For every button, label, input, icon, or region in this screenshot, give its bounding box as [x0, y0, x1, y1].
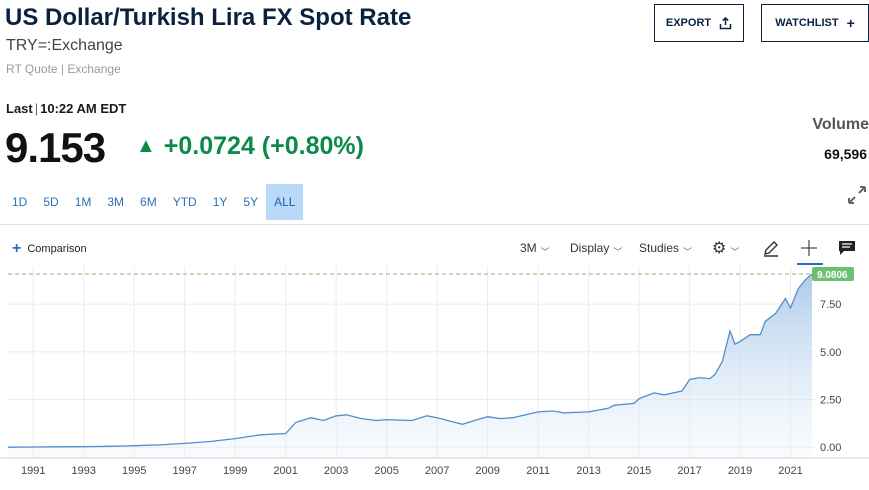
chevron-down-icon: ﹀	[683, 246, 693, 257]
volume-label: Volume	[812, 116, 869, 133]
export-button-label: EXPORT	[665, 17, 712, 29]
share-icon	[719, 16, 732, 29]
x-tick-label: 2005	[374, 465, 398, 477]
x-tick-label: 1995	[122, 465, 146, 477]
range-6m[interactable]: 6M	[140, 195, 157, 209]
page-title: US Dollar/Turkish Lira FX Spot Rate	[5, 4, 412, 31]
range-5y[interactable]: 5Y	[243, 195, 259, 209]
x-tick-label: 1997	[172, 465, 196, 477]
symbol-label: TRY=:Exchange	[6, 37, 123, 54]
watchlist-button-label: WATCHLIST	[775, 17, 839, 29]
quote-type-label: RT Quote | Exchange	[6, 62, 121, 76]
chevron-down-icon: ﹀	[613, 246, 623, 257]
chevron-down-icon: ﹀	[730, 246, 740, 257]
y-tick-label: 2.50	[820, 395, 841, 407]
x-tick-label: 2017	[677, 465, 701, 477]
display-dropdown[interactable]: Display ﹀	[570, 236, 622, 260]
plus-icon: +	[846, 15, 855, 31]
draw-button[interactable]	[762, 236, 780, 260]
price-line	[7, 273, 813, 448]
comment-button[interactable]	[838, 236, 856, 260]
crosshair-icon	[801, 240, 817, 256]
settings-dropdown[interactable]: ⚙ ﹀	[712, 236, 739, 260]
x-tick-label: 2001	[273, 465, 297, 477]
range-1m[interactable]: 1M	[74, 195, 92, 209]
price-chart[interactable]: 1991 1993 1995 1997 1999 2001 2003 2005 2007 2009…	[0, 262, 869, 490]
x-tick-label: 2011	[526, 465, 550, 477]
range-5d[interactable]: 5D	[43, 195, 59, 209]
range-1y[interactable]: 1Y	[212, 195, 228, 209]
pencil-icon	[764, 241, 778, 257]
divider	[0, 224, 869, 225]
y-tick-label: 5.00	[820, 347, 841, 359]
range-3m[interactable]: 3M	[107, 195, 125, 209]
interval-label: 3M	[520, 241, 537, 255]
x-tick-label: 2019	[728, 465, 752, 477]
studies-label: Studies	[639, 241, 680, 255]
x-tick-label: 2003	[324, 465, 348, 477]
comparison-button[interactable]: + Comparison	[12, 241, 87, 257]
price-change-value: +0.0724 (+0.80%)	[163, 132, 364, 160]
interval-dropdown[interactable]: 3M ﹀	[520, 236, 550, 260]
comparison-label: Comparison	[27, 243, 87, 255]
watchlist-button[interactable]: WATCHLIST +	[761, 4, 869, 42]
last-price: 9.153	[5, 124, 106, 171]
x-tick-label: 2021	[778, 465, 802, 477]
range-1d[interactable]: 1D	[12, 195, 28, 209]
chevron-down-icon: ﹀	[540, 246, 550, 257]
up-arrow-icon: ▲	[136, 135, 156, 157]
x-tick-label: 2007	[425, 465, 449, 477]
last-value-badge: 9.0806	[812, 267, 854, 282]
crosshair-active-indicator	[797, 263, 823, 265]
x-tick-label: 2015	[627, 465, 651, 477]
price-change: ▲ +0.0724 (+0.80%)	[136, 132, 364, 161]
studies-dropdown[interactable]: Studies ﹀	[639, 236, 692, 260]
export-button[interactable]: EXPORT	[654, 4, 744, 42]
x-tick-label: 1999	[223, 465, 247, 477]
gear-icon: ⚙	[712, 240, 727, 257]
x-tick-label: 1993	[71, 465, 95, 477]
x-tick-label: 2013	[576, 465, 600, 477]
y-tick-label: 0.00	[820, 442, 841, 454]
expand-icon[interactable]	[846, 184, 868, 206]
y-tick-label: 7.50	[820, 299, 841, 311]
x-tick-label: 2009	[475, 465, 499, 477]
range-selector: 1D 5D 1M 3M 6M YTD 1Y 5Y ALL	[4, 184, 304, 220]
quote-time: 10:22 AM EDT	[40, 101, 127, 116]
crosshair-button[interactable]	[800, 236, 818, 260]
plus-icon: +	[12, 240, 22, 257]
display-label: Display	[570, 241, 610, 255]
comment-icon	[839, 241, 855, 255]
last-trade-time: Last | 10:22 AM EDT	[6, 101, 127, 116]
last-value-label: 9.0806	[817, 270, 848, 281]
price-area	[8, 274, 812, 458]
range-all[interactable]: ALL	[266, 184, 304, 220]
x-tick-label: 1991	[21, 465, 45, 477]
range-ytd[interactable]: YTD	[172, 195, 197, 209]
volume-value: 69,596	[824, 146, 867, 162]
last-label: Last	[6, 101, 33, 116]
